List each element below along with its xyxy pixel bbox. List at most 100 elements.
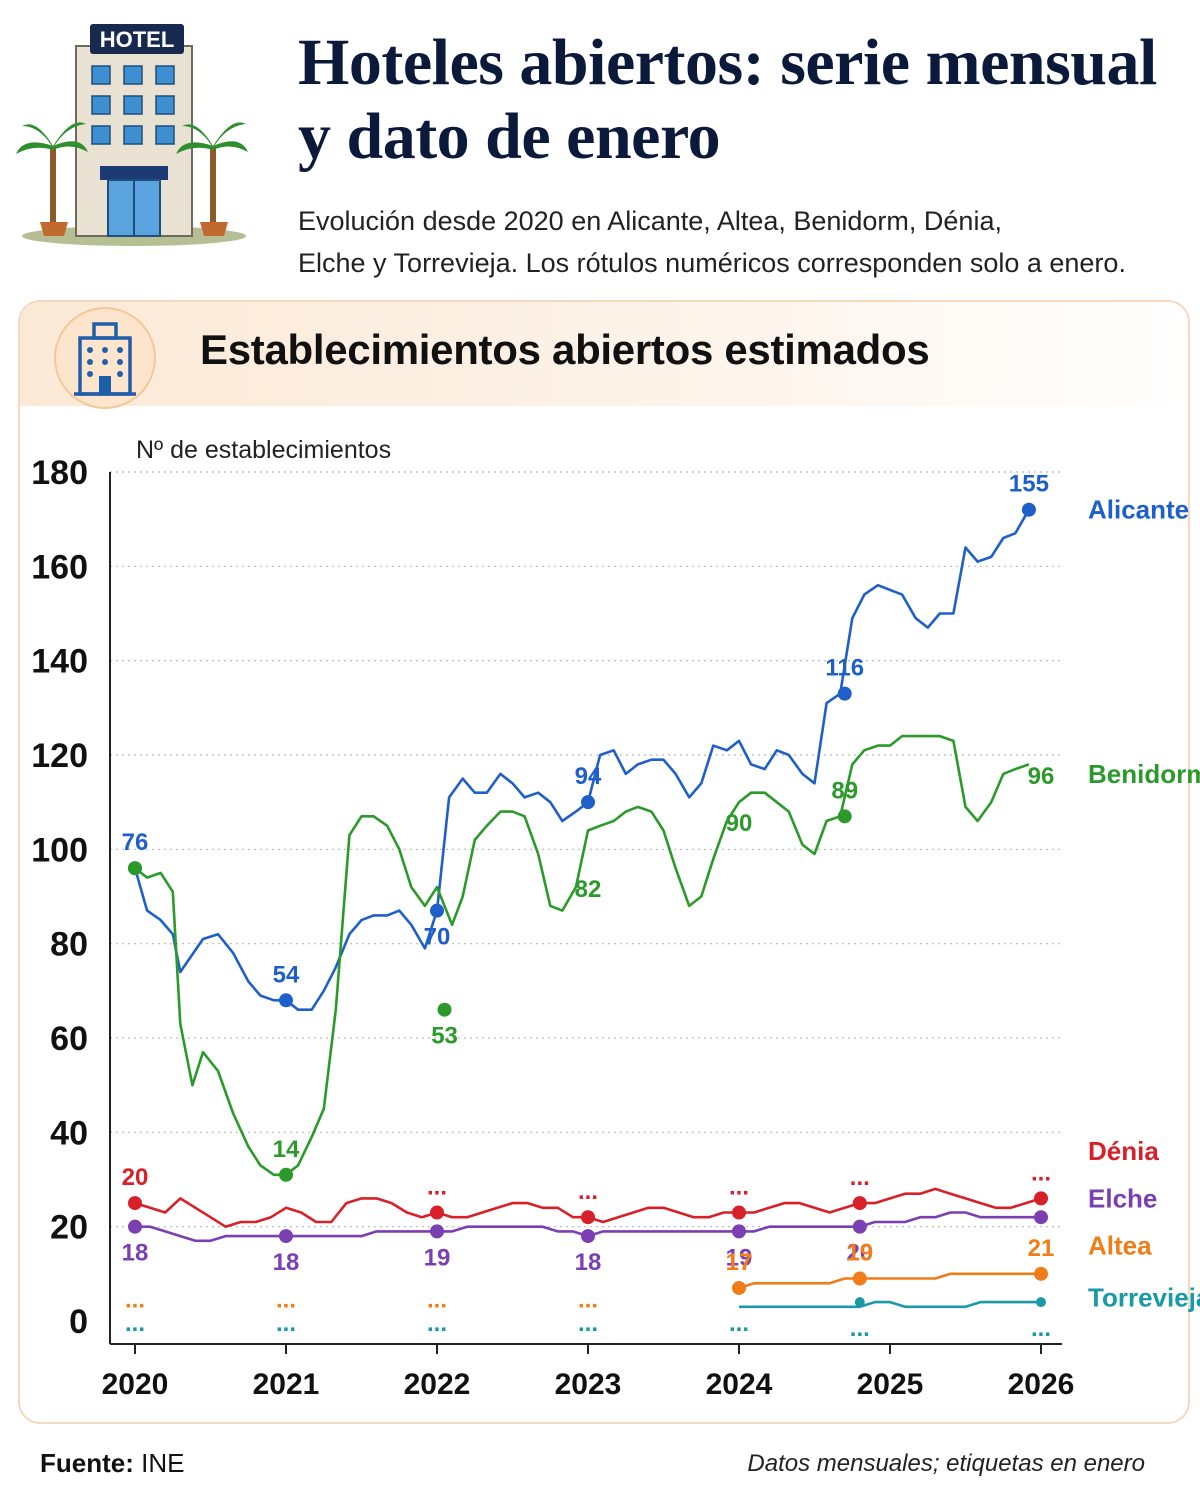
x-tick-label-2024: 2024: [706, 1368, 773, 1401]
y-tick-label-140: 140: [31, 643, 88, 681]
january-point-benidorm: [437, 1002, 452, 1017]
data-label-benidorm: 14: [273, 1136, 300, 1163]
january-point-alicante: [279, 993, 293, 1008]
x-tick-label-2022: 2022: [404, 1368, 471, 1401]
january-point-dénia: [128, 1196, 142, 1211]
january-point-alicante: [430, 903, 444, 918]
january-point-dénia: [581, 1210, 595, 1225]
line-chart: Nº de establecimientos 0 20 40 60 80 100 120 14…: [31, 436, 1200, 1401]
series-label-altea: Altea: [1088, 1231, 1152, 1261]
data-label-alicante: 70: [424, 924, 451, 951]
data-label-alicante: 54: [273, 961, 300, 988]
data-label-altea: ...: [578, 1286, 598, 1313]
january-point-elche: [1034, 1210, 1048, 1225]
y-tick-label-0: 0: [69, 1303, 88, 1341]
data-label-benidorm: 90: [726, 810, 753, 837]
y-tick-label-180: 180: [31, 454, 88, 492]
y-tick-label-100: 100: [31, 831, 88, 869]
data-label-dénia: ...: [729, 1174, 749, 1201]
data-label-dénia: ...: [578, 1178, 598, 1205]
data-label-altea: 17: [726, 1249, 753, 1276]
x-tick-label-2020: 2020: [102, 1368, 169, 1401]
january-point-elche: [128, 1219, 142, 1234]
january-point-dénia: [1034, 1191, 1048, 1206]
data-label-alicante: 94: [575, 763, 602, 790]
hotel-building-with-palms-icon: HOTEL: [16, 24, 248, 246]
data-label-alicante: 76: [122, 829, 149, 856]
series-label-alicante: Alicante: [1088, 495, 1189, 525]
january-point-altea: [852, 1271, 867, 1286]
series-line-altea: [738, 1272, 1041, 1290]
data-label-altea: 21: [1028, 1235, 1055, 1262]
data-label-dénia: ...: [1031, 1159, 1051, 1186]
y-tick-label-60: 60: [50, 1020, 88, 1058]
data-label-benidorm: 82: [575, 876, 602, 903]
subtitle-line-2: Elche y Torrevieja. Los rótulos numérico…: [298, 248, 1126, 278]
data-label-elche: 20: [846, 1240, 873, 1267]
data-label-torrevieja: ...: [578, 1310, 598, 1337]
january-point-alicante: [837, 686, 852, 701]
data-label-torrevieja: ...: [1031, 1315, 1051, 1342]
hotel-sign-text: HOTEL: [100, 27, 175, 52]
source-label: Fuente:: [40, 1448, 134, 1478]
january-point-benidorm: [837, 809, 852, 824]
data-label-dénia: ...: [427, 1174, 447, 1201]
series-label-torrevieja: Torrevieja: [1088, 1282, 1200, 1312]
source-value: INE: [141, 1448, 185, 1478]
data-label-torrevieja: ...: [729, 1310, 749, 1337]
x-tick-label-2021: 2021: [253, 1368, 320, 1401]
x-tick-label-2023: 2023: [555, 1368, 622, 1401]
january-point-dénia: [852, 1196, 867, 1211]
y-tick-label-20: 20: [50, 1209, 88, 1247]
data-label-dénia: ...: [850, 1164, 870, 1191]
card-title-band: [20, 302, 1188, 406]
y-tick-label-160: 160: [31, 548, 88, 586]
page-title: Hoteles abiertos: serie mensual y dato d…: [298, 26, 1157, 173]
chart-title: Establecimientos abiertos estimados: [200, 326, 930, 373]
data-label-benidorm: 53: [431, 1023, 458, 1050]
series-line-alicante: [133, 509, 1031, 1011]
x-tick-label-2026: 2026: [1008, 1368, 1075, 1401]
january-point-dénia: [732, 1205, 746, 1220]
series-label-dénia: Dénia: [1088, 1136, 1159, 1166]
data-label-elche: 18: [122, 1240, 149, 1267]
january-point-altea: [732, 1280, 746, 1295]
series-line-torrevieja: [739, 1300, 1041, 1309]
january-point-torrevieja: [854, 1297, 865, 1308]
january-point-torrevieja: [1036, 1297, 1046, 1308]
x-tick-label-2025: 2025: [857, 1368, 924, 1401]
series-end-labels: Alicante Benidorm Dénia Elche Altea Torreviej…: [1088, 495, 1200, 1313]
grid-lines: [110, 471, 1062, 1228]
header: HOTEL Hoteles abiertos: serie mensual y …: [0, 0, 1200, 290]
january-point-elche: [852, 1219, 867, 1234]
y-tick-label-120: 120: [31, 737, 88, 775]
data-label-torrevieja: ...: [125, 1310, 145, 1337]
data-label-benidorm: 89: [831, 777, 858, 804]
january-markers: [128, 502, 1048, 1308]
series-label-benidorm: Benidorm: [1088, 759, 1200, 789]
data-label-benidorm: 96: [1028, 763, 1055, 790]
subtitle-line-1: Evolución desde 2020 en Alicante, Altea,…: [298, 206, 1002, 236]
january-point-elche: [430, 1224, 444, 1239]
data-label-altea: ...: [125, 1286, 145, 1313]
data-label-torrevieja: ...: [276, 1310, 296, 1337]
data-label-altea: ...: [427, 1286, 447, 1313]
january-point-altea: [1034, 1266, 1048, 1281]
data-label-elche: 18: [575, 1249, 602, 1276]
data-label-torrevieja: ...: [427, 1310, 447, 1337]
data-label-torrevieja: ...: [850, 1315, 870, 1342]
data-labels: 76 54 70 94 116 155 14 53 82 90 89 96 20............…: [122, 471, 1055, 1342]
january-point-alicante: [581, 795, 595, 810]
data-note: Datos mensuales; etiquetas en enero: [747, 1450, 1145, 1477]
data-label-altea: 19: [846, 1240, 873, 1267]
series-label-elche: Elche: [1088, 1183, 1157, 1213]
january-point-elche: [732, 1224, 746, 1239]
data-label-elche: 19: [424, 1244, 451, 1271]
chart-card: Establecimientos abiertos estimados: [18, 300, 1190, 1424]
building-icon: [54, 307, 156, 409]
y-axis-label: Nº de establecimientos: [136, 436, 391, 464]
y-tick-label-40: 40: [50, 1114, 88, 1152]
data-label-altea: ...: [276, 1286, 296, 1313]
january-point-dénia: [430, 1205, 444, 1220]
